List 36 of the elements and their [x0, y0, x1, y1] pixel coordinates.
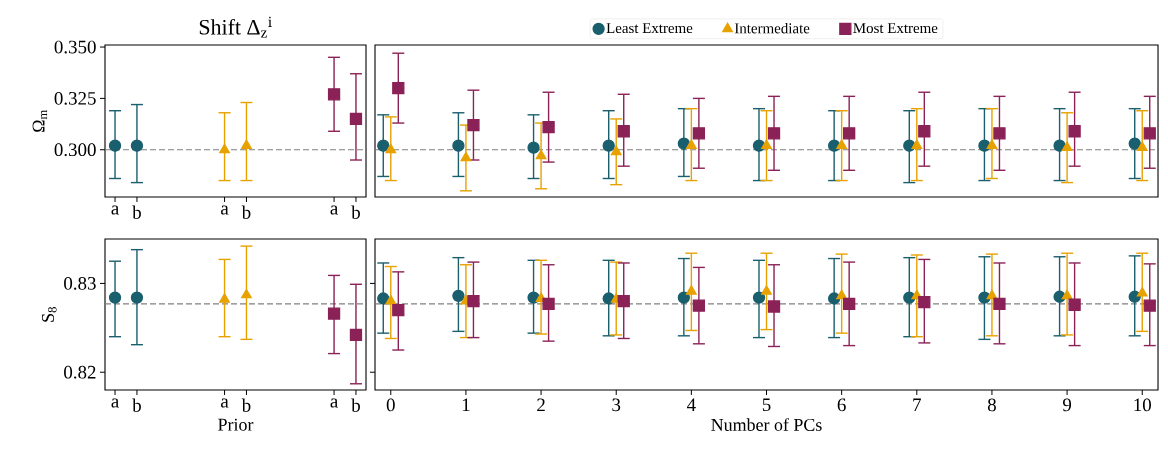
y-tick-label: 0.325 [54, 91, 96, 105]
legend-label: Most Extreme [853, 23, 938, 34]
x-tick-label: b [241, 398, 251, 412]
x-axis-title: Number of PCs [711, 418, 822, 431]
x-tick-label: b [351, 205, 360, 219]
x-tick-label: a [111, 398, 119, 408]
x-tick-label: a [221, 205, 229, 215]
x-tick-label: b [132, 398, 141, 412]
x-tick-label: a [221, 398, 229, 408]
y-tick-label: 0.82 [64, 365, 96, 379]
x-tick-label: a [111, 205, 119, 215]
x-tick-label: b [132, 205, 141, 219]
legend-label: Intermediate [734, 22, 810, 34]
x-tick-label: 0 [386, 398, 395, 412]
x-tick-label: 3 [612, 398, 621, 412]
x-tick-label: 4 [687, 398, 696, 411]
x-tick-label: 10 [1134, 398, 1151, 412]
x-tick-label: 7 [913, 398, 921, 411]
x-tick-label: b [241, 205, 251, 219]
x-tick-label: a [330, 398, 338, 408]
x-tick-label: 5 [762, 398, 771, 412]
x-tick-label: 9 [1062, 398, 1072, 412]
y-tick-label: 0.350 [54, 40, 96, 54]
y-axis-title: S$_{8}$ [41, 307, 57, 322]
x-tick-label: 2 [537, 398, 545, 412]
legend-label: Least Extreme [606, 23, 693, 34]
x-tick-label: 8 [987, 398, 996, 412]
y-tick-label: 0.83 [64, 276, 96, 290]
y-tick-label: 0.300 [54, 143, 96, 157]
x-tick-label: a [330, 205, 338, 215]
x-tick-label: b [351, 398, 360, 412]
x-tick-label: 1 [462, 398, 470, 412]
y-axis-title: Ω$_{m}$ [32, 109, 48, 132]
chart-title: Shift Δ$_{z}$i [199, 16, 272, 38]
x-tick-label: 6 [837, 398, 846, 412]
x-axis-title: Prior [218, 418, 254, 431]
